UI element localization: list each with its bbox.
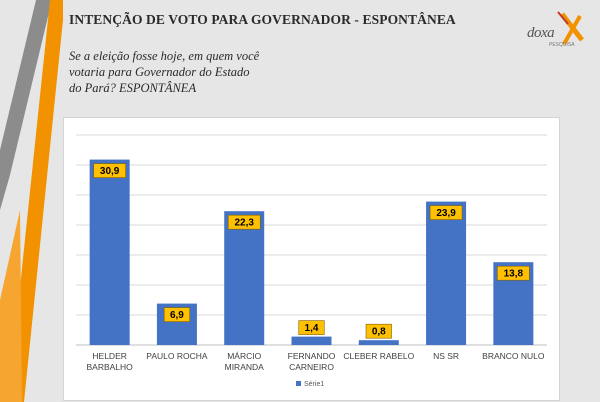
- category-label: HELDER: [92, 351, 126, 361]
- logo-subtext: PESQUISA: [549, 42, 575, 48]
- bar: [426, 201, 467, 345]
- category-label: CLEBER RABELO: [343, 351, 414, 361]
- category-label: MÁRCIO: [227, 351, 261, 361]
- data-label: 6,9: [170, 310, 184, 321]
- data-label-box: [497, 265, 530, 281]
- survey-question: Se a eleição fosse hoje, em quem você vo…: [69, 48, 329, 96]
- gray-diagonal-stripe: [0, 0, 52, 210]
- bar: [291, 336, 332, 345]
- category-label: CARNEIRO: [289, 362, 334, 372]
- data-label: 30,9: [100, 166, 120, 177]
- data-label-box: [227, 214, 261, 230]
- question-line: do Pará? ESPONTÂNEA: [69, 81, 197, 95]
- data-label-box: [429, 205, 463, 220]
- category-label: BARBALHO: [86, 362, 133, 372]
- data-label: 23,9: [436, 208, 456, 219]
- data-label-box: [163, 307, 190, 322]
- orange-lower-wedge: [0, 210, 22, 402]
- category-label: PAULO ROCHA: [146, 351, 208, 361]
- data-label-box: [298, 320, 325, 335]
- chart-panel: 30,9 HELDER BARBALHO 6,9 PAULO ROCHA 22,3 MÁRC…: [63, 117, 560, 401]
- doxa-logo-mark: [557, 11, 584, 45]
- legend-label: Série1: [304, 381, 324, 388]
- data-label: 0,8: [372, 327, 386, 338]
- category-label: NS SR: [433, 351, 459, 361]
- data-label: 1,4: [305, 323, 319, 334]
- category-label: BRANCO NULO: [482, 351, 545, 361]
- bar: [89, 159, 130, 345]
- category-label: FERNANDO: [288, 351, 336, 361]
- data-label: 13,8: [504, 269, 524, 280]
- legend-swatch: [296, 381, 301, 386]
- bar: [224, 211, 265, 345]
- data-label-box: [93, 163, 126, 178]
- data-label-box: [365, 323, 392, 339]
- page-title: INTENÇÃO DE VOTO PARA GOVERNADOR - ESPON…: [69, 12, 456, 27]
- question-line: Se a eleição fosse hoje, em quem você: [69, 49, 260, 63]
- orange-diagonal-stripe: [8, 0, 63, 402]
- logo-text: doxa: [527, 25, 555, 41]
- question-line: votaria para Governador do Estado: [69, 65, 250, 79]
- category-label: MIRANDA: [225, 362, 265, 372]
- data-label: 22,3: [234, 218, 254, 229]
- bar: [358, 340, 399, 345]
